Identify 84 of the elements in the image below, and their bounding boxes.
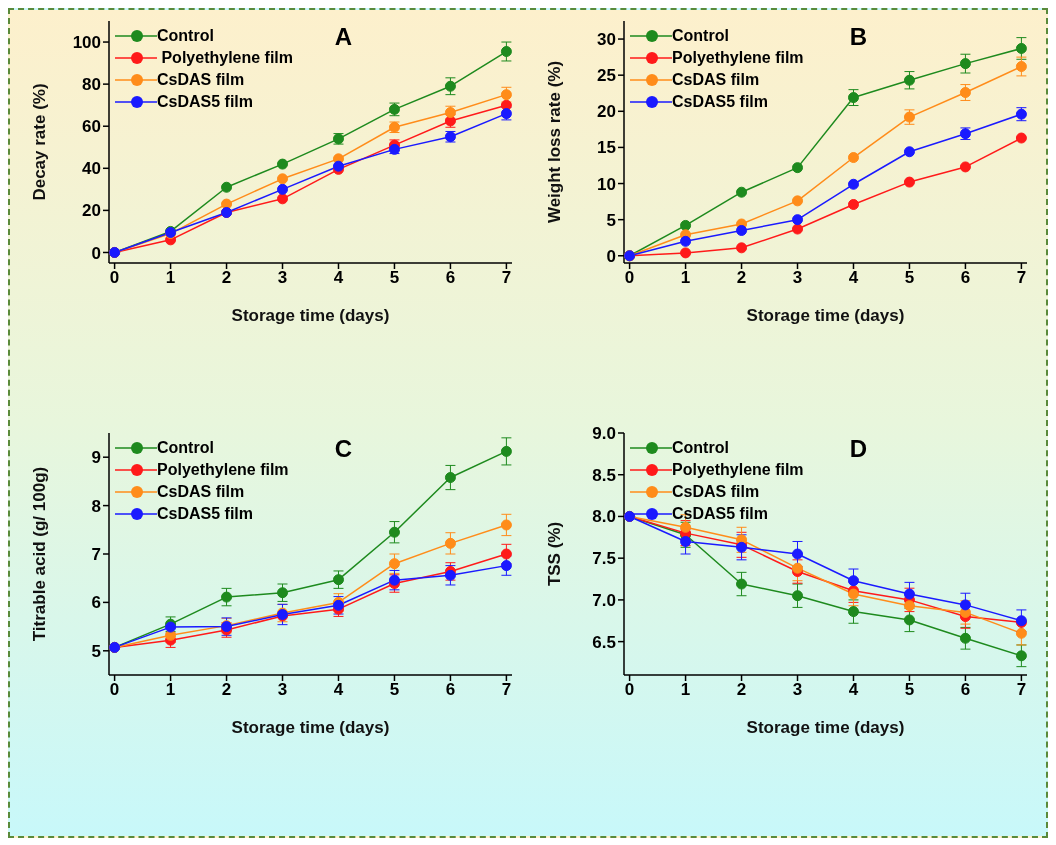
- y-tick-label: 100: [72, 33, 101, 53]
- x-tick-label: 7: [501, 680, 512, 700]
- x-tick-label: 4: [848, 268, 859, 288]
- legend-label: CsDAS film: [157, 482, 245, 502]
- x-tick-label: 5: [904, 268, 915, 288]
- legend-label: Control: [672, 438, 729, 458]
- x-tick-label: 4: [848, 680, 859, 700]
- x-tick-label: 2: [221, 268, 232, 288]
- x-axis-title: Storage time (days): [231, 306, 390, 325]
- y-tick-label: 7.0: [592, 590, 616, 610]
- y-tick-label: 8.0: [592, 507, 616, 527]
- x-tick-label: 1: [680, 680, 691, 700]
- legend-label: Polyethylene film: [672, 48, 804, 68]
- y-tick-label: 8: [91, 496, 101, 516]
- y-tick-label: 7: [91, 545, 101, 565]
- legend-label: CsDAS film: [157, 70, 245, 90]
- legend-label: CsDAS film: [672, 70, 760, 90]
- x-tick-label: 3: [277, 680, 288, 700]
- x-tick-label: 6: [445, 268, 456, 288]
- y-tick-label: 8.5: [592, 465, 616, 485]
- x-tick-label: 4: [333, 268, 344, 288]
- x-tick-label: 0: [109, 268, 120, 288]
- x-tick-label: 1: [680, 268, 691, 288]
- y-tick-label: 9: [91, 448, 101, 468]
- y-tick-label: 6.5: [592, 632, 616, 652]
- y-tick-label: 30: [597, 30, 616, 50]
- y-tick-label: 0: [606, 246, 616, 266]
- legend-label: CsDAS5 film: [672, 92, 769, 112]
- chart-title: A: [334, 23, 353, 50]
- y-axis-title: Decay rate (%): [30, 83, 50, 201]
- y-tick-label: 80: [82, 75, 101, 95]
- x-axis-title: Storage time (days): [746, 718, 905, 737]
- x-tick-label: 2: [736, 680, 747, 700]
- y-tick-label: 0: [91, 243, 101, 263]
- x-tick-label: 1: [165, 680, 176, 700]
- x-tick-label: 2: [736, 268, 747, 288]
- legend-label: Control: [157, 26, 214, 46]
- y-tick-label: 20: [597, 102, 616, 122]
- legend-label: Control: [672, 26, 729, 46]
- legend-label: Control: [157, 438, 214, 458]
- x-tick-label: 4: [333, 680, 344, 700]
- y-tick-label: 40: [82, 159, 101, 179]
- x-tick-label: 7: [1016, 680, 1027, 700]
- x-tick-label: 3: [277, 268, 288, 288]
- chart-title: B: [849, 23, 868, 50]
- y-tick-label: 10: [597, 174, 616, 194]
- legend-label: CsDAS5 film: [672, 504, 769, 524]
- y-axis-title: TSS (%): [545, 521, 565, 587]
- x-tick-label: 0: [624, 268, 635, 288]
- y-tick-label: 15: [597, 138, 616, 158]
- y-axis-title: Titrable acid (g/ 100g): [30, 466, 50, 642]
- x-axis-title: Storage time (days): [231, 718, 390, 737]
- y-tick-label: 5: [91, 641, 101, 661]
- x-tick-label: 5: [389, 680, 400, 700]
- chart-title: D: [849, 435, 868, 462]
- y-tick-label: 5: [606, 210, 616, 230]
- y-tick-label: 7.5: [592, 549, 616, 569]
- x-tick-label: 3: [792, 268, 803, 288]
- legend-label: CsDAS film: [672, 482, 760, 502]
- x-tick-label: 6: [960, 680, 971, 700]
- x-tick-label: 7: [1016, 268, 1027, 288]
- legend-label: CsDAS5 film: [157, 504, 254, 524]
- y-tick-label: 60: [82, 117, 101, 137]
- x-tick-label: 1: [165, 268, 176, 288]
- x-tick-label: 5: [389, 268, 400, 288]
- legend-label: Polyethylene film: [157, 460, 289, 480]
- x-tick-label: 0: [624, 680, 635, 700]
- y-tick-label: 6: [91, 593, 101, 613]
- x-tick-label: 3: [792, 680, 803, 700]
- y-tick-label: 25: [597, 66, 616, 86]
- legend-label: Polyethylene film: [672, 460, 804, 480]
- y-tick-label: 9.0: [592, 424, 616, 444]
- legend-label: CsDAS5 film: [157, 92, 254, 112]
- chart-title: C: [334, 435, 353, 462]
- x-tick-label: 0: [109, 680, 120, 700]
- x-axis-title: Storage time (days): [746, 306, 905, 325]
- y-tick-label: 20: [82, 201, 101, 221]
- x-tick-label: 6: [445, 680, 456, 700]
- y-axis-title: Weight loss rate (%): [545, 60, 565, 224]
- x-tick-label: 7: [501, 268, 512, 288]
- x-tick-label: 6: [960, 268, 971, 288]
- x-tick-label: 5: [904, 680, 915, 700]
- legend-label: Polyethylene film: [160, 48, 294, 68]
- x-tick-label: 2: [221, 680, 232, 700]
